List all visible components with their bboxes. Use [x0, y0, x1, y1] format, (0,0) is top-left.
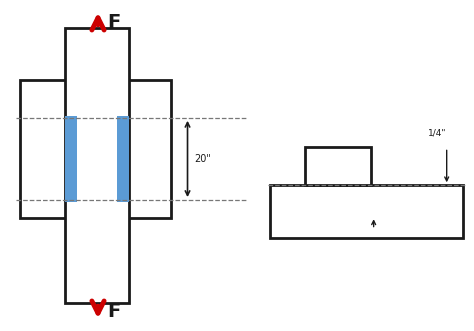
Bar	[20, 80, 171, 218]
Bar	[65, 116, 77, 202]
Bar	[305, 147, 371, 185]
Bar	[65, 28, 128, 303]
Text: F: F	[108, 303, 121, 321]
Text: F: F	[108, 13, 121, 32]
Bar	[117, 116, 128, 202]
Bar	[270, 185, 463, 238]
Text: 20": 20"	[195, 154, 211, 164]
Text: 1/4": 1/4"	[428, 129, 447, 138]
